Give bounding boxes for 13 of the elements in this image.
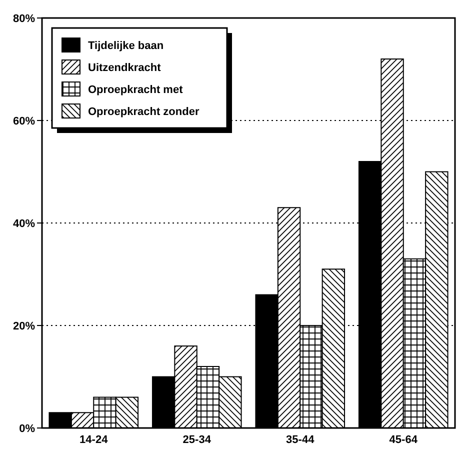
- y-tick-label: 20%: [12, 320, 36, 332]
- y-tick-label: 40%: [12, 218, 36, 230]
- x-tick-label: 25-34: [182, 434, 212, 446]
- x-tick-label: 14-24: [80, 434, 109, 446]
- legend-label: Tijdelijke baan: [88, 40, 164, 52]
- y-tick-label: 0%: [19, 422, 36, 435]
- legend-label: Uitzendkracht: [88, 62, 162, 74]
- legend-label: Oproepkracht zonder: [88, 106, 200, 118]
- y-tick-label: 60%: [12, 115, 36, 128]
- x-tick-label: 45-64: [389, 434, 418, 446]
- x-tick-label: 35-44: [286, 434, 316, 446]
- y-tick-label: 80%: [12, 12, 36, 25]
- legend-label: Oproepkracht met: [88, 84, 184, 96]
